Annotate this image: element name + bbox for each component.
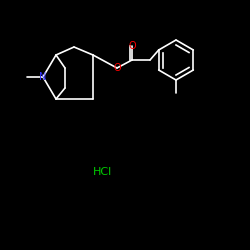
Text: O: O	[113, 63, 121, 73]
Text: HCl: HCl	[94, 167, 112, 177]
Text: N: N	[39, 72, 47, 82]
Text: O: O	[128, 41, 136, 51]
